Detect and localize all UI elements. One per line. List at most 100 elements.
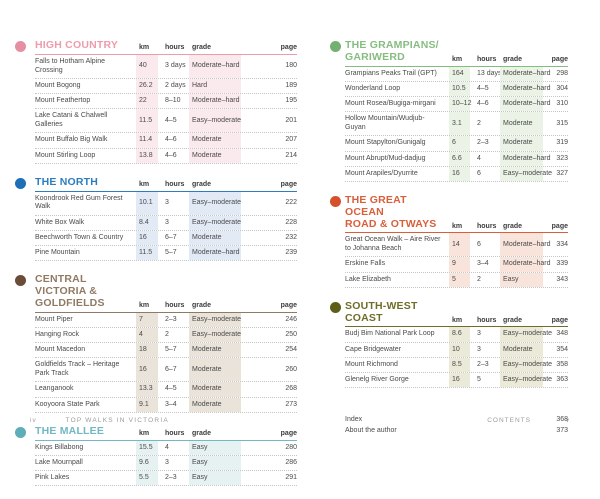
walk-row: Leanganook 13.3 4–5 Moderate 268 (35, 382, 297, 398)
section-bullet-icon (15, 177, 26, 189)
walk-km: 13.3 (136, 382, 158, 397)
column-header-hours: hours (477, 222, 497, 230)
walk-hours: 8–10 (165, 97, 181, 104)
walk-page-number: 354 (556, 345, 568, 353)
walk-km: 5 (449, 272, 470, 287)
column-header-grade: grade (192, 44, 212, 52)
walk-name: Falls to Hotham Alpine Crossing (35, 57, 106, 74)
section-rows: Kings Billabong 15.5 4 Easy 280 Lake Mou… (35, 440, 297, 487)
walk-row: Wonderland Loop 10.5 4–5 Moderate–hard 3… (345, 81, 568, 97)
walk-row: Hollow Mountain/Wudjub-Guyan 3.1 2 Moder… (345, 112, 568, 137)
walk-row: Mount Stapylton/Gunigalg 6 2–3 Moderate … (345, 136, 568, 152)
walk-row: Grampians Peaks Trail (GPT) 164 13 days … (345, 66, 568, 82)
walk-km: 16 (136, 230, 158, 245)
column-header-km: km (139, 429, 150, 437)
contents-section: THE MALLEE km hours grade page Kings Bil… (15, 425, 297, 487)
section-bullet-icon (330, 301, 341, 313)
section-rows: Koondrook Red Gum Forest Walk 10.1 3 Eas… (35, 191, 297, 262)
walk-page-number: 207 (285, 136, 297, 144)
walk-km: 10 (449, 342, 470, 357)
walk-grade: Easy–moderate (189, 215, 241, 230)
walk-km: 16 (136, 358, 158, 382)
walk-hours: 2–3 (477, 360, 489, 368)
walk-km: 10.1 (136, 191, 158, 215)
column-header-page: page (280, 180, 297, 188)
walk-name: Mount Stirling Loop (35, 151, 96, 159)
walk-page-number: 260 (285, 365, 297, 373)
walk-grade: Moderate (189, 343, 241, 358)
column-header-grade: grade (503, 222, 523, 230)
walk-page-number: 343 (556, 275, 568, 283)
walk-km: 8.4 (136, 215, 158, 230)
walk-hours: 4–6 (165, 136, 177, 144)
walk-hours: 2 (165, 330, 169, 338)
walk-km: 6.6 (449, 151, 470, 166)
walk-hours: 5–7 (165, 249, 177, 256)
walk-hours: 2 (477, 119, 481, 127)
walk-page-number: 201 (285, 116, 297, 124)
walk-name: Pine Mountain (35, 249, 80, 256)
walk-name: Lake Catani & Chalwell Galleries (35, 112, 108, 128)
walk-page-number: 246 (285, 315, 297, 323)
contents-section: THE GREAT OCEAN ROAD & OTWAYS km hours gr… (330, 194, 568, 288)
walk-km: 15.5 (136, 440, 158, 455)
walk-hours: 2–3 (477, 139, 489, 147)
walk-name: Mount Macedon (35, 346, 86, 353)
walk-name: Glenelg River Gorge (345, 376, 409, 383)
walk-name: Kings Billabong (35, 443, 84, 451)
right-page: THE GRAMPIANS/GARIWERD km hours grade pa… (330, 39, 568, 499)
walk-km: 22 (136, 94, 158, 109)
walk-hours: 3 days (165, 62, 186, 70)
folio-left: iv (30, 417, 37, 424)
walk-name: Mount Stapylton/Gunigalg (345, 139, 426, 147)
column-header-page: page (551, 316, 568, 324)
walk-name: Erskine Falls (345, 260, 386, 268)
walk-row: Mount Piper 7 2–3 Easy–moderate 246 (35, 312, 297, 328)
walk-row: Lake Catani & Chalwell Galleries 11.5 4–… (35, 109, 297, 134)
walk-km: 9 (449, 257, 470, 272)
walk-name: Mount Feathertop (35, 97, 91, 104)
section-header-row: THE GREAT OCEAN ROAD & OTWAYS km hours gr… (345, 194, 568, 234)
column-header-page: page (551, 222, 568, 230)
walk-row: Goldfields Track – Heritage Park Track 1… (35, 358, 297, 383)
walk-km: 8.5 (449, 357, 470, 372)
walk-hours: 6–7 (165, 365, 177, 373)
walk-row: Lake Mournpall 9.6 3 Easy 286 (35, 455, 297, 471)
walk-grade: Moderate–hard (500, 81, 550, 96)
walk-name: Grampians Peaks Trail (GPT) (345, 69, 437, 77)
backmatter-list: Index 368 About the author 373 (330, 415, 568, 436)
walk-name: Mount Richmond (345, 360, 398, 368)
walk-row: Mount Stirling Loop 13.8 4–6 Moderate 21… (35, 148, 297, 164)
walk-hours: 6 (477, 240, 481, 248)
walk-name: Mount Buffalo Big Walk (35, 136, 108, 144)
walk-km: 4 (136, 327, 158, 342)
column-header-hours: hours (165, 429, 185, 437)
walk-page-number: 254 (285, 346, 297, 353)
walk-km: 11.4 (136, 133, 158, 148)
walk-km: 164 (449, 66, 470, 81)
walk-row: Beechworth Town & Country 16 6–7 Moderat… (35, 230, 297, 246)
footer-left: iv TOP WALKS IN VICTORIA (30, 417, 169, 424)
walk-row: Mount Richmond 8.5 2–3 Easy–moderate 358 (345, 357, 568, 373)
walk-row: Hanging Rock 4 2 Easy–moderate 250 (35, 327, 297, 343)
walk-page-number: 298 (556, 69, 568, 77)
walk-name: Hollow Mountain/Wudjub-Guyan (345, 115, 425, 131)
walk-hours: 4–5 (165, 116, 177, 124)
section-header-row: THE MALLEE km hours grade page (35, 425, 297, 441)
walk-hours: 3 (165, 458, 169, 466)
walk-row: Kings Billabong 15.5 4 Easy 280 (35, 440, 297, 456)
walk-grade: Moderate (500, 136, 543, 151)
column-header-km: km (452, 316, 463, 324)
walk-page-number: 310 (556, 100, 568, 107)
walk-grade: Moderate (189, 133, 241, 148)
walk-page-number: 239 (285, 249, 297, 256)
walk-page-number: 358 (556, 360, 568, 368)
column-header-hours: hours (165, 301, 185, 309)
walk-page-number: 323 (556, 154, 568, 162)
walk-page-number: 222 (285, 198, 297, 206)
column-header-km: km (452, 55, 463, 63)
column-header-page: page (551, 55, 568, 63)
walk-hours: 4–5 (165, 385, 177, 393)
section-bullet-icon (15, 426, 26, 438)
walk-km: 10–12 (449, 97, 471, 112)
